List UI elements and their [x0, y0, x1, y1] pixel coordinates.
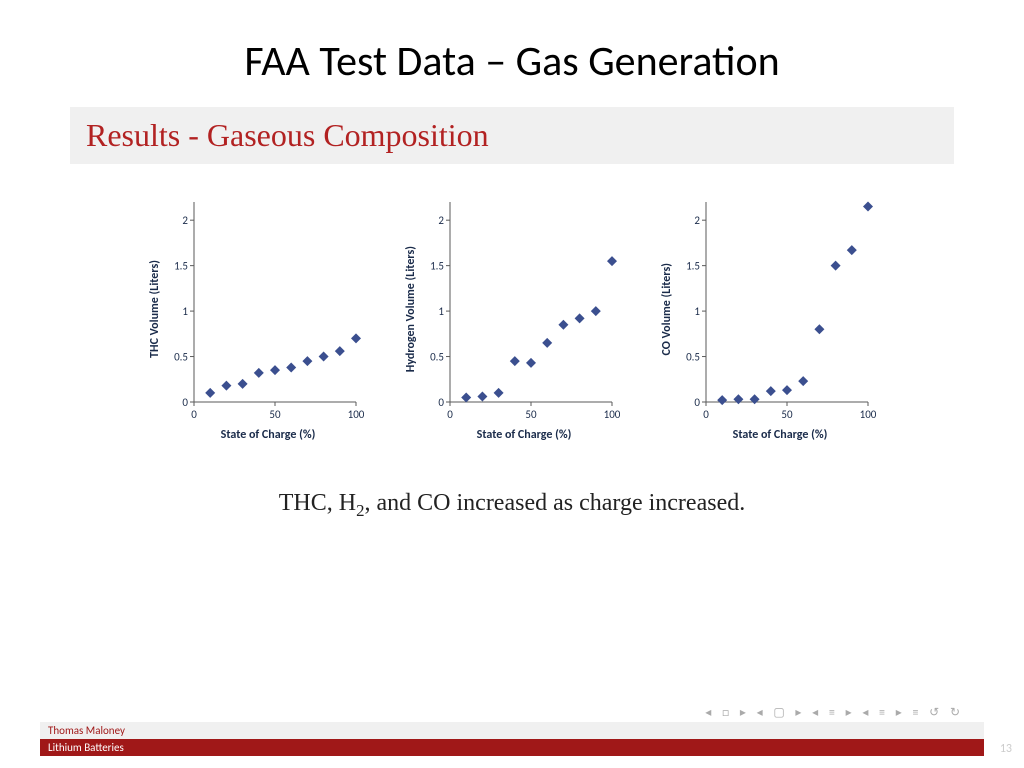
- svg-text:0: 0: [694, 396, 700, 409]
- charts-row: THC Volume (Liters)00.511.52050100State …: [0, 194, 1024, 442]
- chart-1: Hydrogen Volume (Liters) 0 0.5 1 1.5 2 0 50 100 S…: [404, 194, 620, 442]
- ylabel: THC Volume (Liters): [148, 260, 162, 358]
- svg-text:1.5: 1.5: [174, 260, 188, 273]
- svg-text:1.5: 1.5: [430, 260, 444, 273]
- svg-text:100: 100: [348, 408, 364, 421]
- svg-text:50: 50: [525, 408, 537, 421]
- svg-text:0.5: 0.5: [174, 351, 188, 364]
- svg-text:0: 0: [447, 408, 453, 421]
- results-header: Results - Gaseous Composition: [70, 107, 954, 164]
- caption-sub: 2: [356, 501, 364, 520]
- svg-text:0: 0: [703, 408, 709, 421]
- svg-text:0: 0: [182, 396, 188, 409]
- svg-text:0: 0: [438, 396, 444, 409]
- svg-text:50: 50: [269, 408, 281, 421]
- footer-author-bar: Thomas Maloney: [40, 722, 984, 739]
- svg-text:50: 50: [781, 408, 793, 421]
- nav-icons: ◂ □ ▸ ◂ ▢ ▸ ◂ ≡ ▸ ◂ ≡ ▸ ≡ ↺ ↻: [0, 705, 1024, 720]
- xlabel: State of Charge (%): [733, 428, 828, 442]
- svg-text:1: 1: [438, 305, 444, 318]
- svg-text:2: 2: [182, 214, 188, 227]
- ylabel: CO Volume (Liters): [660, 263, 674, 355]
- chart-0: THC Volume (Liters) 0 0.5 1 1.5 2 0 50 100 State …: [148, 194, 364, 442]
- xlabel: State of Charge (%): [221, 428, 316, 442]
- page-number: 13: [1000, 742, 1012, 756]
- svg-text:1: 1: [182, 305, 188, 318]
- caption-pre: THC, H: [279, 490, 356, 516]
- scatter-plot: 0 0.5 1 1.5 2 0 50 100: [676, 194, 876, 424]
- footer-topic-bar: Lithium Batteries: [40, 739, 984, 756]
- ylabel: Hydrogen Volume (Liters): [404, 246, 418, 372]
- svg-text:100: 100: [604, 408, 620, 421]
- xlabel: State of Charge (%): [477, 428, 572, 442]
- svg-text:1.5: 1.5: [686, 260, 700, 273]
- chart-2: CO Volume (Liters) 0 0.5 1 1.5 2 0 50 100 State o…: [660, 194, 876, 442]
- svg-text:0: 0: [191, 408, 197, 421]
- svg-text:2: 2: [694, 214, 700, 227]
- svg-text:100: 100: [860, 408, 876, 421]
- scatter-plot: 0 0.5 1 1.5 2 0 50 100: [164, 194, 364, 424]
- caption: THC, H2, and CO increased as charge incr…: [0, 490, 1024, 521]
- footer: ◂ □ ▸ ◂ ▢ ▸ ◂ ≡ ▸ ◂ ≡ ▸ ≡ ↺ ↻ Thomas Mal…: [0, 705, 1024, 756]
- scatter-plot: 0 0.5 1 1.5 2 0 50 100: [420, 194, 620, 424]
- svg-text:2: 2: [438, 214, 444, 227]
- slide-title: FAA Test Data – Gas Generation: [0, 0, 1024, 107]
- caption-post: , and CO increased as charge increased.: [365, 490, 746, 516]
- svg-text:1: 1: [694, 305, 700, 318]
- svg-text:0.5: 0.5: [430, 351, 444, 364]
- svg-text:0.5: 0.5: [686, 351, 700, 364]
